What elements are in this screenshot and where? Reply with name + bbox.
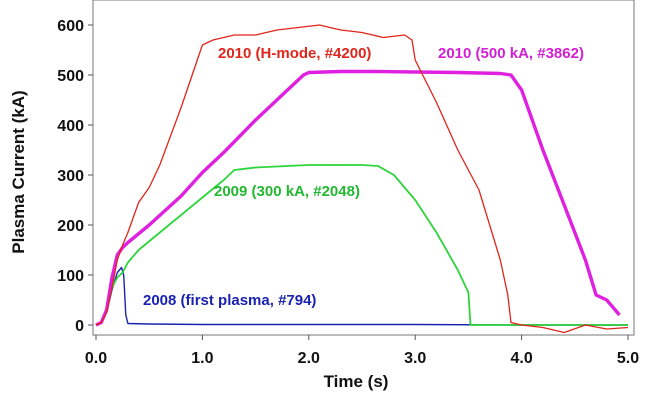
series-lines (95, 24, 629, 334)
x-tick-label: 2.0 (298, 350, 320, 367)
annotation-2010-500ka: 2010 (500 kA, #3862) (438, 45, 584, 62)
x-tick-label: 1.0 (191, 350, 213, 367)
plot-frame (92, 0, 635, 336)
y-tick-label: 500 (57, 68, 84, 85)
annotation-2008: 2008 (first plasma, #794) (143, 292, 316, 309)
y-tick-label: 300 (57, 168, 84, 185)
x-axis-label: Time (s) (324, 372, 389, 391)
y-tick-label: 0 (75, 318, 84, 335)
y-axis: 0 100 200 300 400 500 600 (57, 18, 93, 335)
x-tick-label: 3.0 (404, 350, 426, 367)
y-tick-label: 200 (57, 218, 84, 235)
y-axis-label: Plasma Current (kA) (9, 90, 28, 253)
y-tick-label: 100 (57, 268, 84, 285)
x-tick-label: 4.0 (510, 350, 532, 367)
x-tick-label: 5.0 (617, 350, 639, 367)
x-axis: 0.0 1.0 2.0 3.0 4.0 5.0 (85, 335, 639, 367)
series-2010-hmode-line (95, 24, 629, 334)
x-tick-label: 0.0 (85, 350, 107, 367)
y-tick-label: 600 (57, 18, 84, 35)
y-tick-label: 400 (57, 118, 84, 135)
annotation-2009: 2009 (300 kA, #2048) (214, 183, 360, 200)
annotation-2010-hmode: 2010 (H-mode, #4200) (218, 45, 371, 62)
series-2009-line (95, 164, 628, 326)
